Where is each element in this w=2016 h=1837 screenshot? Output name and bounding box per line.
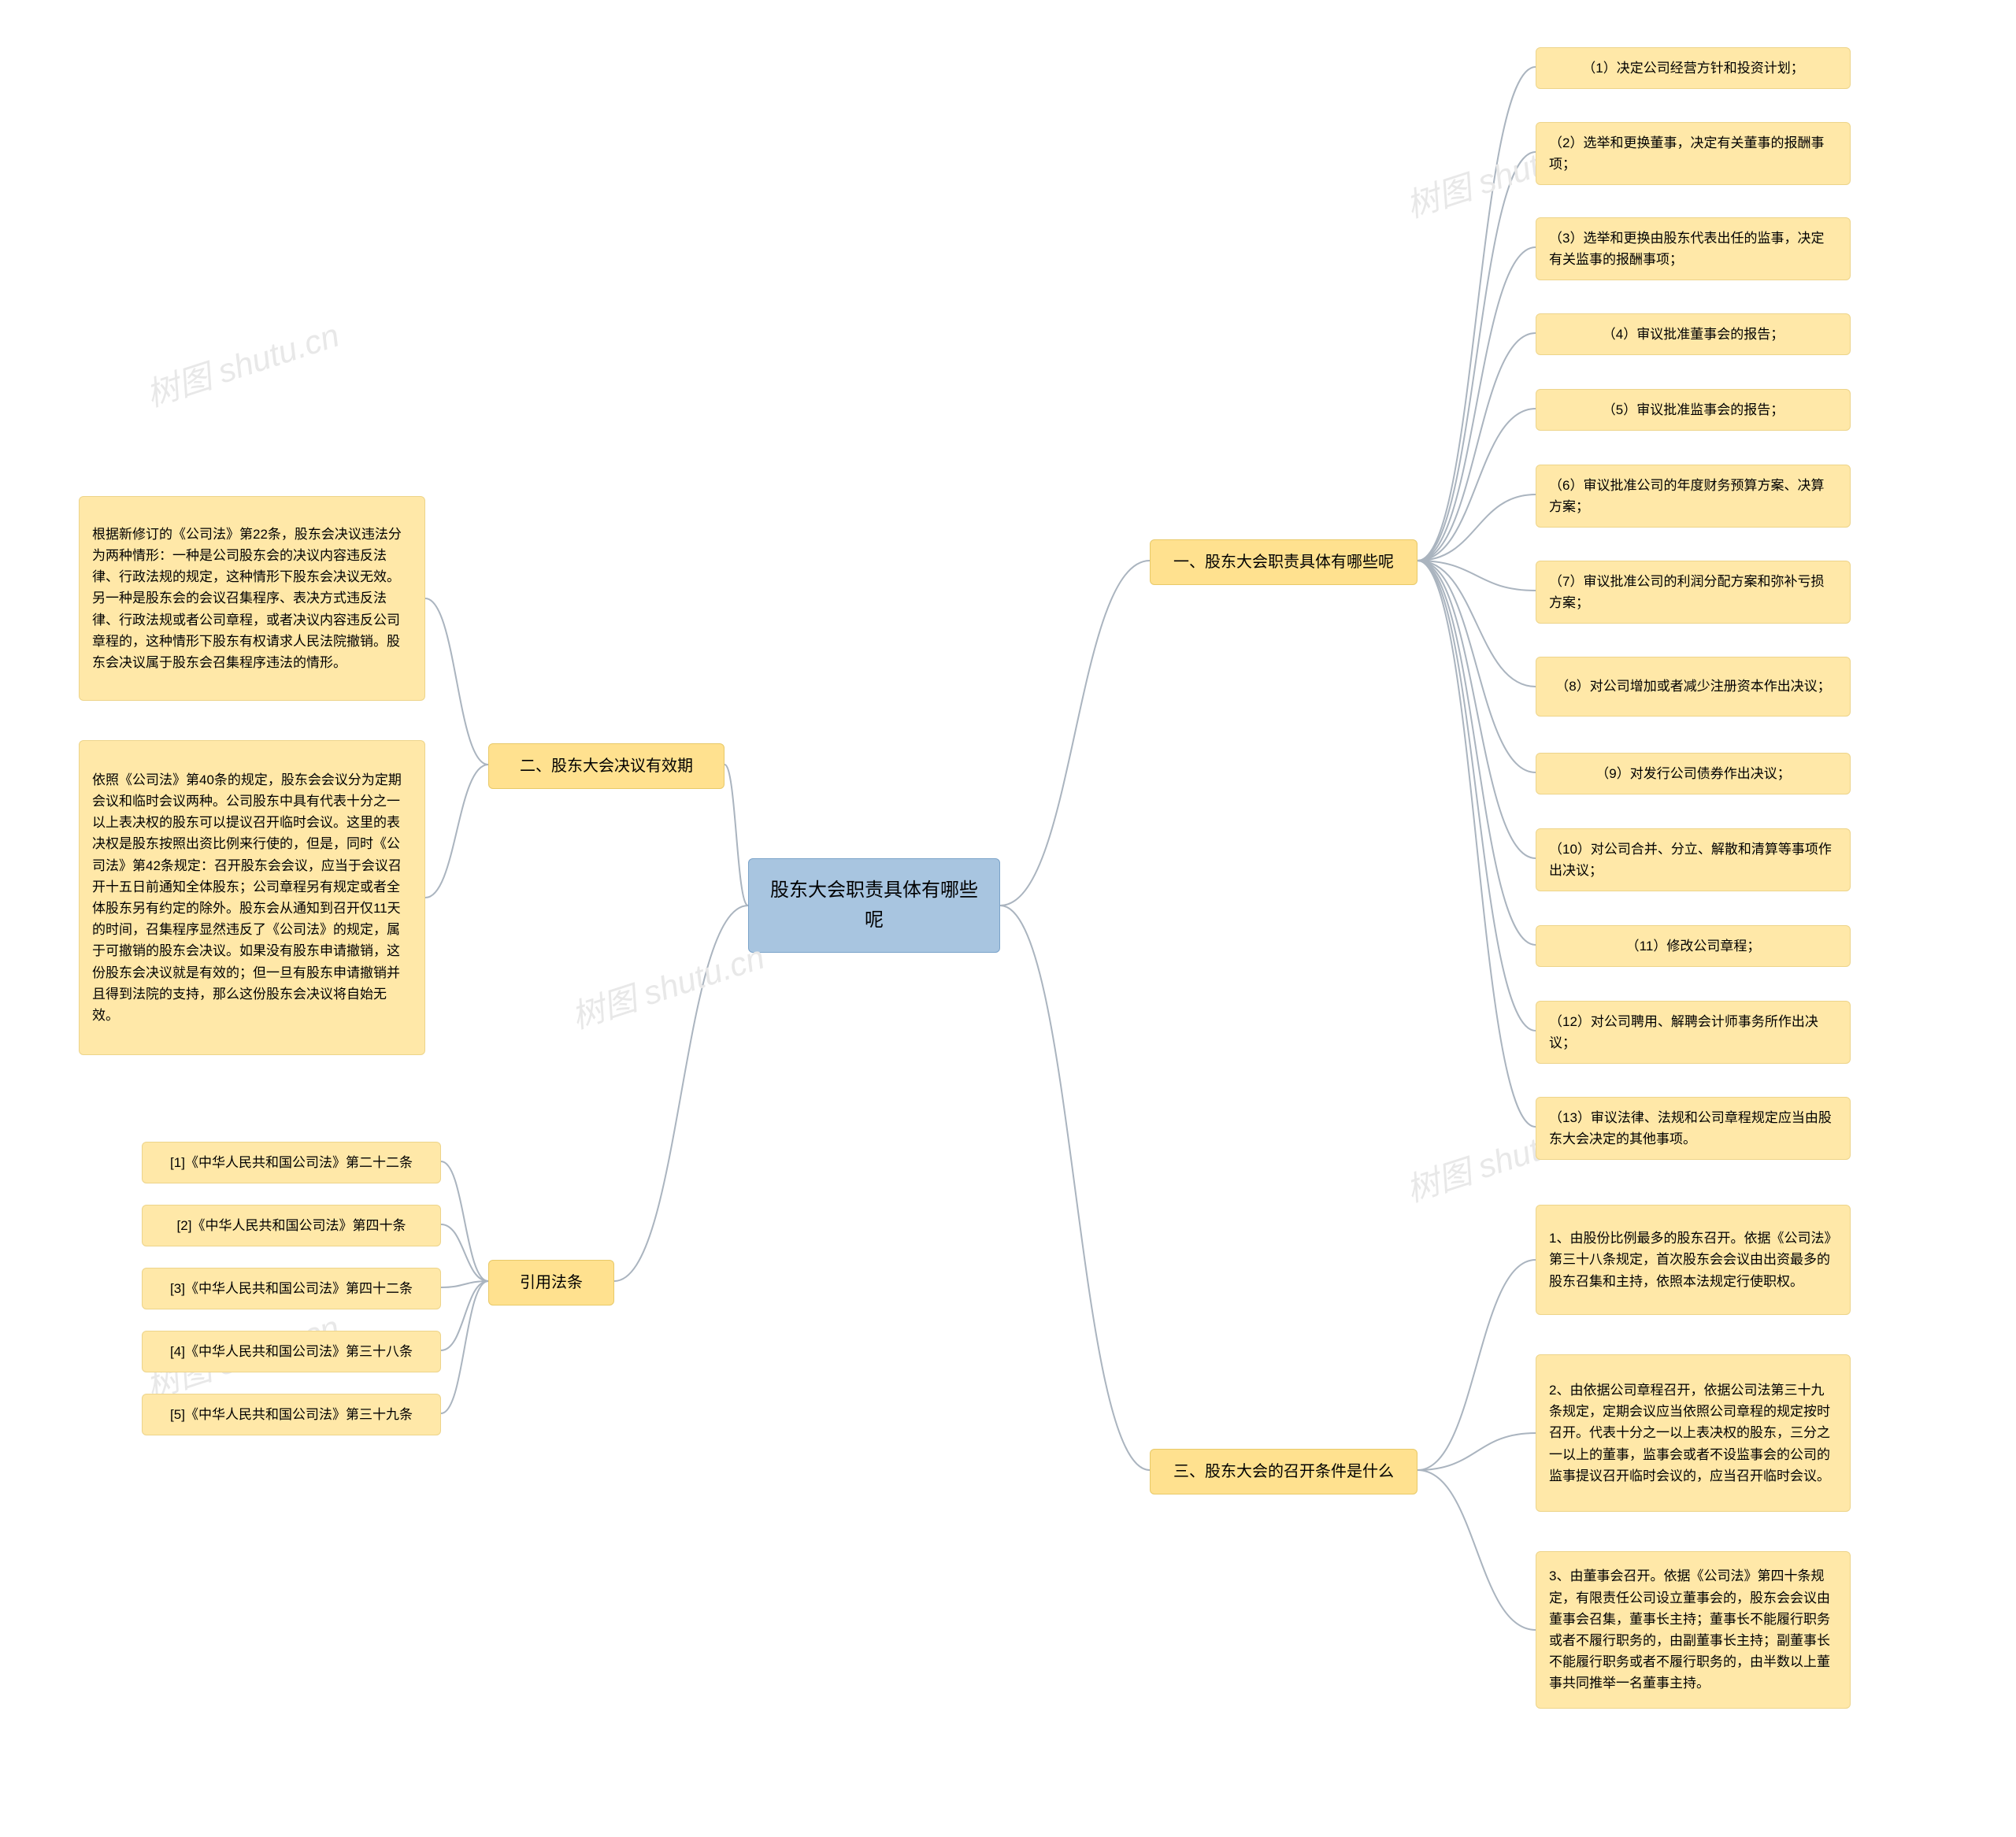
leaf-b4l5: [5]《中华人民共和国公司法》第三十九条 [142,1394,441,1435]
leaf-b3l2: 2、由依据公司章程召开，依据公司法第三十九条规定，定期会议应当依照公司章程的规定… [1536,1354,1851,1512]
leaf-b2l2: 依照《公司法》第40条的规定，股东会会议分为定期会议和临时会议两种。公司股东中具… [79,740,425,1055]
root-node: 股东大会职责具体有哪些呢 [748,858,1000,953]
watermark-text: 树图 shutu.cn [565,931,770,1039]
leaf-b1l6: （6）审议批准公司的年度财务预算方案、决算方案； [1536,465,1851,528]
leaf-b2l1: 根据新修订的《公司法》第22条，股东会决议违法分为两种情形：一种是公司股东会的决… [79,496,425,701]
branch-b2: 二、股东大会决议有效期 [488,743,724,789]
leaf-b1l12: （12）对公司聘用、解聘会计师事务所作出决议； [1536,1001,1851,1064]
leaf-b1l8: （8）对公司增加或者减少注册资本作出决议； [1536,657,1851,717]
branch-b3: 三、股东大会的召开条件是什么 [1150,1449,1418,1494]
leaf-b1l9: （9）对发行公司债券作出决议； [1536,753,1851,794]
leaf-b1l7: （7）审议批准公司的利润分配方案和弥补亏损方案； [1536,561,1851,624]
leaf-b1l2: （2）选举和更换董事，决定有关董事的报酬事项； [1536,122,1851,185]
watermark-text: 树图 shutu.cn [139,309,345,417]
leaf-b1l11: （11）修改公司章程； [1536,925,1851,967]
leaf-b4l1: [1]《中华人民共和国公司法》第二十二条 [142,1142,441,1183]
leaf-b4l3: [3]《中华人民共和国公司法》第四十二条 [142,1268,441,1309]
leaf-b1l10: （10）对公司合并、分立、解散和清算等事项作出决议； [1536,828,1851,891]
leaf-b3l1: 1、由股份比例最多的股东召开。依据《公司法》第三十八条规定，首次股东会会议由出资… [1536,1205,1851,1315]
leaf-b4l2: [2]《中华人民共和国公司法》第四十条 [142,1205,441,1246]
leaf-b1l1: （1）决定公司经营方针和投资计划； [1536,47,1851,89]
leaf-b4l4: [4]《中华人民共和国公司法》第三十八条 [142,1331,441,1372]
leaf-b3l3: 3、由董事会召开。依据《公司法》第四十条规定，有限责任公司设立董事会的，股东会会… [1536,1551,1851,1709]
leaf-b1l3: （3）选举和更换由股东代表出任的监事，决定有关监事的报酬事项； [1536,217,1851,280]
branch-b4: 引用法条 [488,1260,614,1306]
leaf-b1l13: （13）审议法律、法规和公司章程规定应当由股东大会决定的其他事项。 [1536,1097,1851,1160]
leaf-b1l4: （4）审议批准董事会的报告； [1536,313,1851,355]
branch-b1: 一、股东大会职责具体有哪些呢 [1150,539,1418,585]
leaf-b1l5: （5）审议批准监事会的报告； [1536,389,1851,431]
